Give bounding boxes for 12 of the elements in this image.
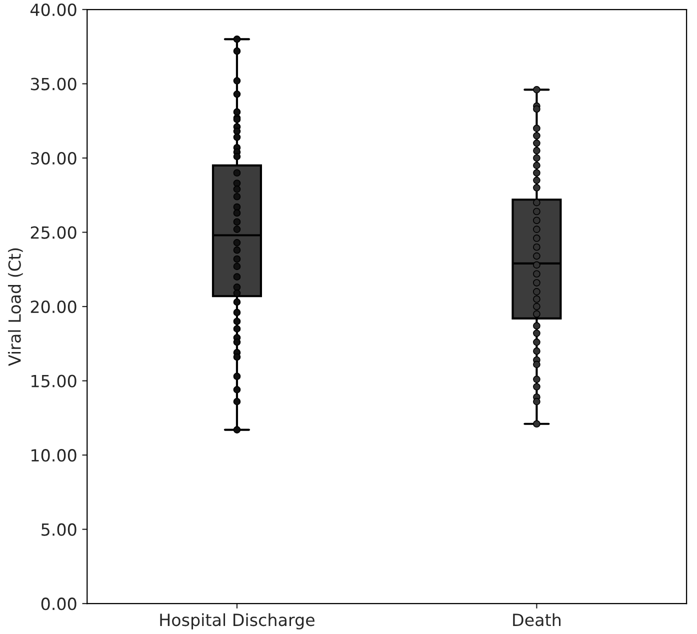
y-tick-label: 35.00: [30, 78, 76, 90]
y-axis-title: Viral Load (Ct): [8, 248, 23, 366]
y-tick-label: 30.00: [30, 152, 76, 165]
y-tick-label: 0.00: [41, 598, 76, 610]
x-tick-label: Death: [513, 613, 560, 626]
y-tick-label: 25.00: [30, 226, 76, 239]
y-tick-label: 20.00: [30, 300, 76, 314]
y-tick-label: 5.00: [42, 523, 76, 536]
y-tick-label: 10.00: [32, 449, 76, 462]
x-tick-label: Hospital Discharge: [160, 613, 314, 630]
y-tick-label: 40.00: [30, 3, 76, 16]
y-tick-label: 15.00: [32, 374, 76, 388]
